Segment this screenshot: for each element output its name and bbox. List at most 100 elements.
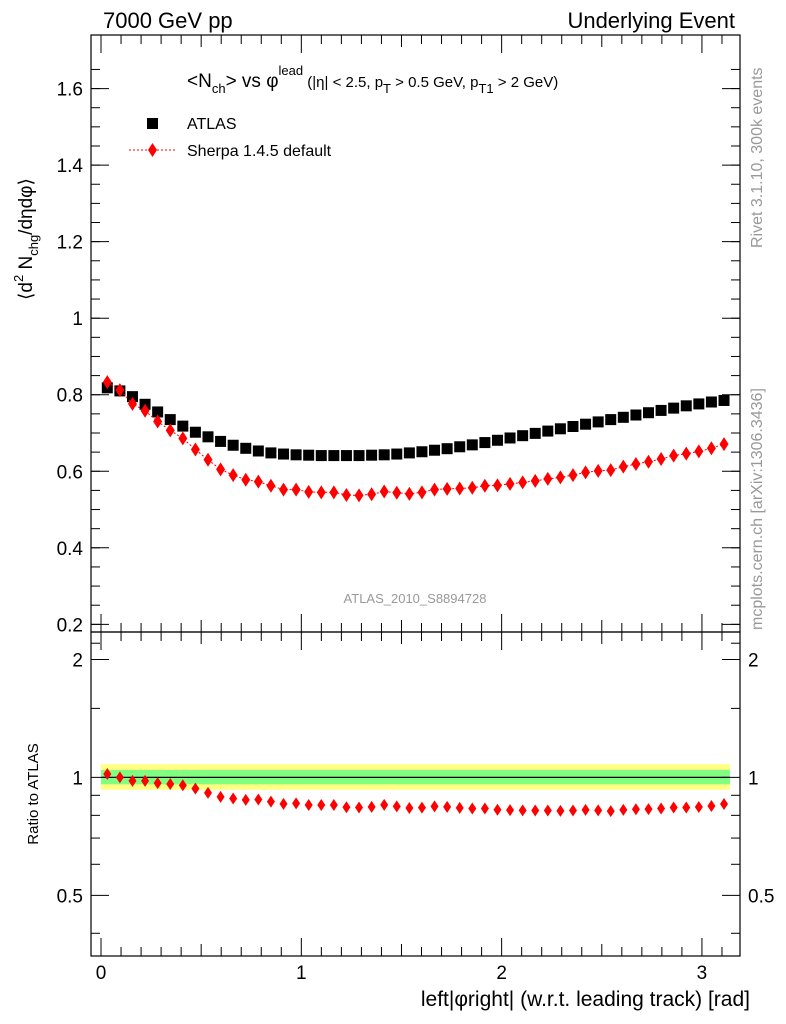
x-tick-label: 2 (496, 963, 507, 984)
ylabel-b: N (16, 256, 37, 275)
ratio-point (115, 771, 124, 784)
sherpa-point (115, 383, 125, 398)
sherpa-point (430, 482, 440, 497)
ratio-point (720, 798, 729, 811)
ratio-point (329, 799, 338, 812)
ratio-point (644, 803, 653, 816)
title-cuts-b: > 0.5 GeV, p (391, 74, 478, 91)
atlas-point (617, 411, 629, 423)
ratio-y-tick-label-right: 2 (748, 650, 759, 671)
atlas-point (391, 448, 403, 460)
legend-atlas-label: ATLAS (187, 116, 237, 133)
ratio-point (367, 800, 376, 813)
ratio-point (191, 782, 200, 795)
sherpa-point (341, 487, 351, 502)
ratio-point (568, 804, 577, 817)
ratio-y-tick-label: 1 (72, 768, 83, 789)
ratio-point (682, 801, 691, 814)
sherpa-point (467, 480, 477, 495)
atlas-point (655, 404, 667, 416)
ratio-point (707, 800, 716, 813)
atlas-point (202, 431, 214, 443)
sherpa-point (568, 468, 578, 483)
main-y-tick-label: 1.2 (57, 233, 83, 254)
ratio-point (380, 798, 389, 811)
ratio-point (430, 800, 439, 813)
ratio-point (405, 802, 414, 815)
atlas-point (403, 447, 415, 459)
ratio-point (342, 801, 351, 814)
sherpa-point (505, 476, 515, 491)
atlas-point (479, 437, 491, 449)
atlas-point (517, 430, 529, 442)
ratio-point (266, 795, 275, 808)
atlas-point (429, 444, 441, 456)
atlas-point (189, 426, 201, 438)
atlas-point (177, 420, 189, 432)
ratio-point (216, 790, 225, 803)
main-y-tick-label: 1.6 (57, 80, 83, 101)
sherpa-point (329, 485, 339, 500)
ratio-point (292, 797, 301, 810)
x-tick-label: 1 (296, 963, 307, 984)
sherpa-point (694, 444, 704, 459)
atlas-point (529, 427, 541, 439)
atlas-point (416, 446, 428, 458)
atlas-point (441, 443, 453, 455)
ratio-point (518, 804, 527, 817)
sherpa-point (706, 441, 716, 456)
ylabel-a: ⟨d (16, 282, 37, 300)
header-right: Underlying Event (567, 8, 735, 33)
atlas-point (466, 439, 478, 451)
ratio-frame (90, 631, 741, 957)
ratio-y-tick-label: 2 (72, 650, 83, 671)
title-phi: φ (266, 71, 278, 92)
atlas-point (605, 414, 617, 426)
sherpa-point (530, 473, 540, 488)
sherpa-point (127, 396, 137, 411)
ratio-y-label: Ratio to ATLAS (25, 743, 42, 844)
ratio-point (531, 804, 540, 817)
sherpa-point (291, 482, 301, 497)
atlas-point (227, 439, 239, 451)
title-cuts-a-sub: T (383, 81, 391, 96)
atlas-point (580, 418, 592, 430)
ratio-y-tick-label-right: 0.5 (748, 886, 774, 907)
ratio-point (254, 793, 263, 806)
ratio-y-ticks (91, 642, 740, 934)
atlas-point (668, 402, 680, 414)
ratio-point (128, 774, 137, 787)
atlas-point (454, 441, 466, 453)
sherpa-point (203, 452, 213, 467)
ratio-point (480, 802, 489, 815)
sherpa-point (392, 485, 402, 500)
sherpa-point (656, 452, 666, 467)
atlas-point (592, 416, 604, 428)
ratio-point (606, 805, 615, 818)
title-phi-sup: lead (279, 63, 304, 78)
atlas-point (366, 449, 378, 461)
ratio-panel: 0.5 0.5 1 1 2 2 (57, 631, 774, 957)
atlas-point (378, 449, 390, 461)
atlas-point (353, 450, 365, 462)
sherpa-point (241, 472, 251, 487)
sherpa-point (153, 414, 163, 429)
ratio-point (455, 801, 464, 814)
ratio-point (657, 802, 666, 815)
atlas-point (265, 447, 277, 459)
sherpa-point (417, 485, 427, 500)
ratio-point (543, 804, 552, 817)
ylabel-b-sub: chg (26, 235, 41, 256)
title-cuts-a: (|η| < 2.5, p (303, 74, 383, 91)
mcplots-label: mcplots.cern.ch [arXiv:1306.3436] (749, 388, 766, 630)
ratio-point (304, 799, 313, 812)
sherpa-point (719, 437, 729, 452)
ratio-x-ticks (100, 632, 723, 956)
title-cuts-c: > 2 GeV) (494, 74, 559, 91)
legend-atlas-marker (147, 118, 158, 129)
sherpa-point (354, 488, 364, 503)
sherpa-line (107, 381, 725, 496)
sherpa-point (316, 485, 326, 500)
sherpa-point (555, 470, 565, 485)
